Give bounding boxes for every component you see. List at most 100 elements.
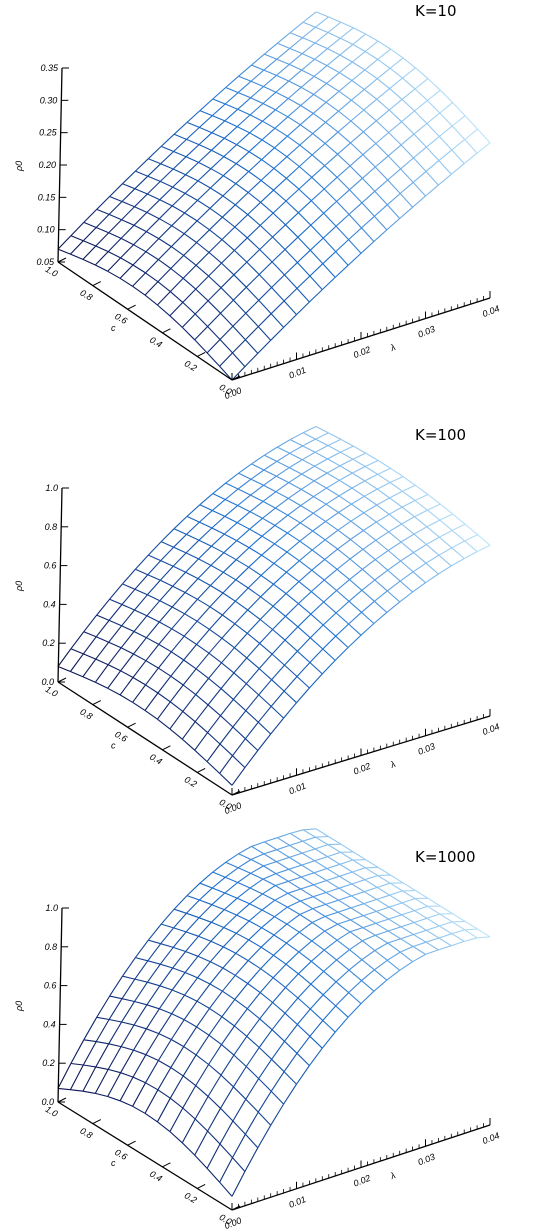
mesh-line bbox=[182, 710, 196, 723]
mesh-line bbox=[108, 1021, 123, 1045]
mesh-line bbox=[107, 1095, 121, 1102]
mesh-line bbox=[352, 867, 366, 873]
mesh-line bbox=[301, 852, 315, 862]
mesh-line bbox=[427, 78, 441, 91]
mesh-line bbox=[386, 601, 401, 613]
mesh-line bbox=[352, 466, 366, 474]
mesh-line bbox=[94, 1069, 109, 1094]
mesh-line bbox=[413, 544, 427, 553]
mesh-line bbox=[284, 1024, 298, 1042]
mesh-line bbox=[308, 1047, 323, 1066]
mesh-line bbox=[186, 126, 200, 140]
mesh-line bbox=[224, 137, 237, 146]
mesh-line bbox=[245, 683, 260, 696]
mesh-line bbox=[133, 653, 147, 662]
mesh-line bbox=[425, 941, 439, 951]
mesh-line bbox=[262, 103, 276, 111]
mesh-line bbox=[245, 738, 259, 751]
mesh-line bbox=[363, 495, 378, 506]
mesh-line bbox=[323, 970, 337, 983]
mesh-line bbox=[70, 253, 84, 260]
mesh-line bbox=[197, 940, 212, 957]
mesh-line bbox=[260, 201, 274, 214]
mesh-line bbox=[246, 249, 261, 263]
mesh-line bbox=[303, 828, 317, 831]
mesh-line bbox=[439, 503, 454, 515]
mesh-line bbox=[361, 969, 375, 982]
mesh-line bbox=[322, 251, 337, 265]
mesh-line bbox=[232, 1098, 247, 1122]
mesh-line bbox=[234, 998, 248, 1010]
mesh-line bbox=[171, 193, 186, 207]
panel-title: K=10 bbox=[415, 2, 457, 20]
mesh-line bbox=[273, 167, 287, 179]
mesh-line bbox=[264, 841, 278, 851]
mesh-line bbox=[275, 491, 289, 499]
mesh-line bbox=[249, 103, 264, 116]
mesh-line bbox=[197, 955, 211, 963]
mesh-line bbox=[324, 930, 338, 941]
mesh-line bbox=[314, 844, 329, 850]
mesh-line bbox=[271, 1058, 285, 1073]
mesh-line bbox=[271, 249, 286, 263]
mesh-line bbox=[438, 565, 452, 575]
mesh-line bbox=[173, 946, 186, 953]
mesh-line bbox=[284, 650, 298, 666]
mesh-line bbox=[133, 212, 148, 226]
mesh-line bbox=[207, 312, 221, 327]
mesh-line bbox=[199, 510, 213, 523]
mesh-line bbox=[362, 927, 376, 936]
mesh-line bbox=[233, 657, 248, 674]
mesh-line bbox=[364, 460, 379, 467]
mesh-line bbox=[184, 578, 199, 593]
mesh-line bbox=[262, 500, 276, 509]
mesh-line bbox=[223, 552, 237, 561]
mesh-line bbox=[402, 57, 416, 69]
mesh-line bbox=[335, 623, 349, 637]
mesh-line bbox=[275, 98, 289, 111]
mesh-line bbox=[338, 110, 352, 122]
mesh-line bbox=[250, 80, 264, 88]
mesh-line bbox=[297, 637, 311, 652]
mesh-line bbox=[146, 985, 161, 1006]
mesh-line bbox=[108, 201, 123, 215]
mesh-line bbox=[247, 214, 261, 226]
mesh-line bbox=[377, 40, 391, 50]
mesh-line bbox=[361, 202, 375, 217]
mesh-line bbox=[182, 694, 197, 712]
mesh-line bbox=[169, 1097, 184, 1109]
mesh-line bbox=[198, 527, 213, 541]
mesh-line bbox=[286, 144, 301, 158]
mesh-line bbox=[302, 829, 316, 838]
mesh-line bbox=[157, 1089, 171, 1099]
mesh-line bbox=[121, 219, 135, 226]
mesh-line bbox=[210, 940, 224, 948]
mesh-line bbox=[323, 176, 338, 190]
mesh-line bbox=[350, 915, 364, 921]
mesh-line bbox=[246, 657, 260, 670]
mesh-line bbox=[335, 969, 350, 983]
mesh-line bbox=[414, 905, 428, 912]
mesh-line bbox=[323, 212, 337, 227]
mesh-line bbox=[438, 536, 453, 549]
mesh-line bbox=[249, 903, 263, 911]
mesh-line bbox=[248, 159, 262, 172]
mesh-line bbox=[426, 929, 440, 939]
surface-mesh bbox=[57, 11, 491, 381]
mesh-line bbox=[171, 1039, 184, 1048]
mesh-line bbox=[349, 189, 363, 204]
mesh-line bbox=[426, 917, 440, 927]
mesh-line bbox=[276, 47, 291, 60]
mesh-line bbox=[147, 594, 161, 602]
mesh-line bbox=[237, 92, 251, 99]
mesh-line bbox=[223, 540, 238, 554]
mesh-line bbox=[425, 562, 439, 575]
mesh-line bbox=[339, 859, 353, 865]
mesh-line bbox=[232, 710, 247, 728]
mesh-line bbox=[452, 102, 466, 117]
mesh-line bbox=[234, 623, 248, 634]
mesh-line bbox=[133, 637, 147, 655]
mesh-line bbox=[451, 933, 465, 942]
mesh-line bbox=[183, 1046, 197, 1056]
mesh-line bbox=[225, 86, 239, 94]
